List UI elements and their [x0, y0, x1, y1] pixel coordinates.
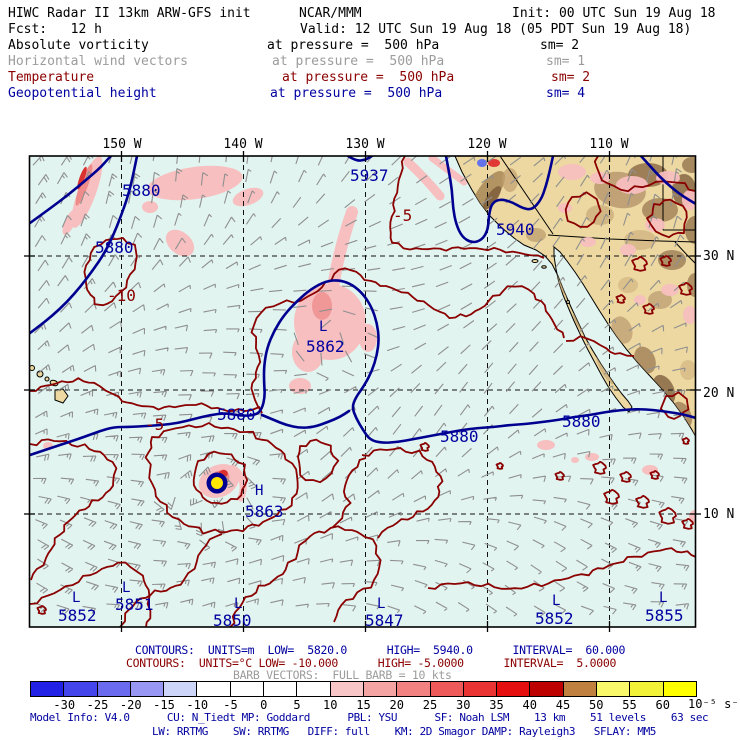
- channel-island: [541, 265, 547, 269]
- colorbar-tick-label: 55: [622, 698, 637, 712]
- title-field-detail: at pressure = 500 hPa: [270, 86, 443, 101]
- graticule-layer: [29, 156, 696, 627]
- colorbar-cell: [163, 682, 197, 696]
- colorbar-cell: [129, 682, 164, 696]
- colorbar-cell: [263, 682, 297, 696]
- title-field-name: Geopotential height: [8, 86, 157, 101]
- colorbar-cell: [196, 682, 230, 696]
- colorbar-tick-label: -5: [223, 698, 238, 712]
- colorbar-cell: [562, 682, 597, 696]
- vorticity-shading-ocean-layer: [43, 156, 696, 524]
- colorbar-unit-label: 10⁻⁵ s⁻¹: [688, 697, 740, 711]
- channel-island: [531, 259, 539, 263]
- title-field-name: Horizontal wind vectors: [8, 54, 189, 69]
- title-field-detail: at pressure = 500 hPa: [267, 38, 440, 53]
- colorbar-cell: [462, 682, 497, 696]
- longitude-label: 110 W: [589, 137, 629, 152]
- colorbar-tick-label: 50: [589, 698, 604, 712]
- colorbar-cell: [429, 682, 463, 696]
- colorbar-tick-label: -25: [86, 698, 109, 712]
- title-field-name: HIWC Radar II 13km ARW-GFS init: [8, 6, 251, 21]
- colorbar-tick-label: 0: [260, 698, 268, 712]
- colorbar-tick-label: -15: [153, 698, 175, 712]
- colorbar-tick-label: 25: [422, 698, 438, 712]
- latitude-label: 10 N: [703, 507, 735, 522]
- negative-vorticity-spot: [477, 159, 487, 167]
- colorbar-tick-label: 40: [522, 698, 537, 712]
- longitude-label: 140 W: [223, 137, 263, 152]
- colorbar-tick-label: 35: [489, 698, 504, 712]
- title-field-detail: Valid: 12 UTC Sun 19 Aug 18 (05 PDT Sun …: [300, 22, 692, 37]
- temp-contour-legend: CONTOURS: UNITS=°C LOW= -10.000 HIGH= -5…: [126, 656, 617, 670]
- title-field-value: sm= 2: [540, 38, 580, 53]
- colorbar-cell: [629, 682, 663, 696]
- latitude-label: 20 N: [703, 386, 735, 401]
- colorbar-cell: [662, 682, 696, 696]
- axis-ticks: [24, 151, 701, 632]
- colorbar-tick-label: 60: [655, 698, 670, 712]
- colorbar-cell: [362, 682, 397, 696]
- storm-marker: [206, 472, 228, 494]
- colorbar-tick-label: 5: [293, 698, 301, 712]
- hawaii-islands: [29, 365, 69, 404]
- colorbar-cell: [31, 682, 64, 696]
- map-border: [24, 151, 701, 632]
- colorbar-cell: [396, 682, 430, 696]
- title-field-detail: NCAR/MMM: [299, 6, 362, 21]
- colorbar-tick-label: 45: [555, 698, 571, 712]
- title-field-value: Init: 00 UTC Sun 19 Aug 18: [512, 6, 716, 21]
- colorbar-cell: [529, 682, 563, 696]
- colorbar-cell: [496, 682, 530, 696]
- longitude-label: 120 W: [467, 137, 507, 152]
- colorbar-tick-label: -30: [53, 698, 76, 712]
- title-field-value: sm= 1: [546, 54, 586, 69]
- colorbar-tick-label: 10: [323, 698, 338, 712]
- title-field-name: Fcst: 12 h: [8, 22, 102, 37]
- model-info-line1: Model Info: V4.0 CU: N_Tiedt MP: Goddard…: [30, 711, 709, 724]
- colorbar-cell: [63, 682, 97, 696]
- colorbar-tick-label: 20: [389, 698, 404, 712]
- colorbar-tick-label: 30: [456, 698, 471, 712]
- height-contours-layer: [29, 156, 696, 457]
- colorbar-cell: [229, 682, 264, 696]
- positive-vorticity-spot: [488, 159, 500, 167]
- model-info-line2: LW: RRTMG SW: RRTMG DIFF: full KM: 2D Sm…: [152, 725, 657, 738]
- title-field-name: Temperature: [8, 70, 95, 85]
- offshore-island: [566, 300, 570, 304]
- colorbar-cell: [96, 682, 130, 696]
- title-field-value: sm= 2: [551, 70, 591, 85]
- colorbar-cell: [329, 682, 363, 696]
- title-field-detail: at pressure = 500 hPa: [272, 54, 445, 69]
- land-layer: [29, 156, 696, 439]
- vorticity-colorbar: [30, 681, 697, 697]
- colorbar-cell: [596, 682, 630, 696]
- temperature-contours-layer: [29, 156, 696, 627]
- north-america-landmass: [454, 156, 696, 439]
- colorbar-tick-label: 15: [356, 698, 371, 712]
- title-field-detail: at pressure = 500 hPa: [282, 70, 455, 85]
- colorbar-tick-label: -10: [186, 698, 209, 712]
- colorbar-tick-label: -20: [119, 698, 142, 712]
- longitude-label: 130 W: [345, 137, 385, 152]
- longitude-label: 150 W: [102, 137, 142, 152]
- height-contour-legend: CONTOURS: UNITS=m LOW= 5820.0 HIGH= 5940…: [135, 643, 626, 657]
- title-field-value: sm= 4: [546, 86, 586, 101]
- latitude-label: 30 N: [703, 249, 735, 264]
- colorbar-cell: [296, 682, 330, 696]
- title-field-name: Absolute vorticity: [8, 38, 149, 53]
- barb-legend: BARB VECTORS: FULL BARB = 10 kts: [233, 668, 452, 682]
